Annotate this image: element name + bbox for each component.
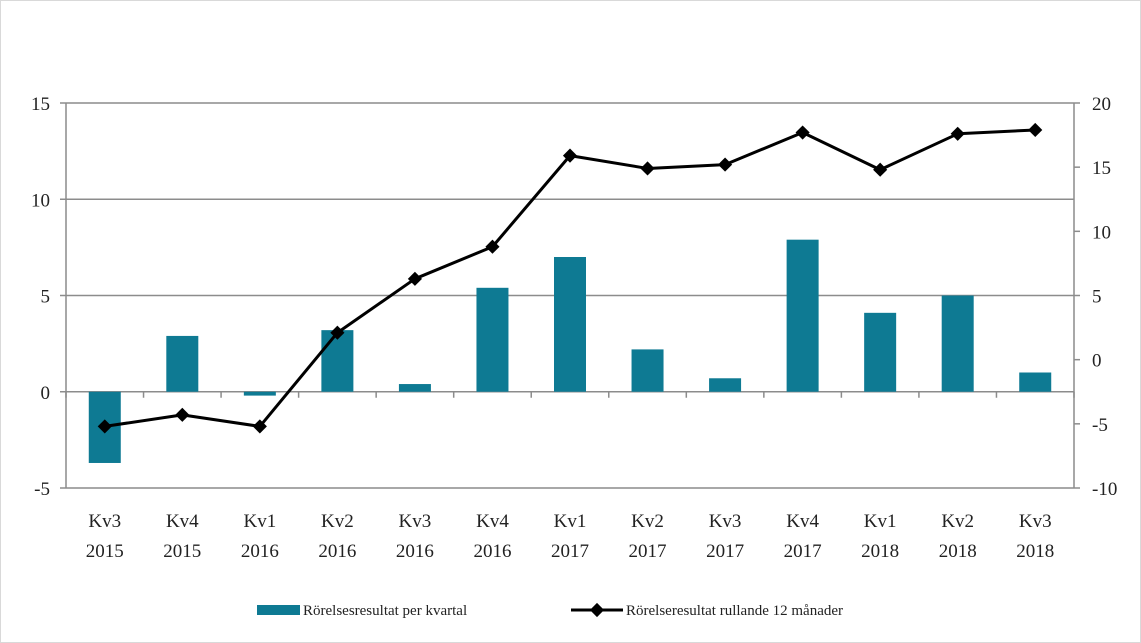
left-tick-label: -5 (34, 479, 50, 500)
bar-series (88, 239, 1052, 463)
bar (1019, 372, 1052, 392)
legend-label-bar: Rörelsesresultat per kvartal (303, 603, 467, 619)
legend-swatch-bar (257, 605, 300, 615)
left-tick-label: 15 (31, 94, 50, 115)
line-marker (175, 407, 190, 422)
line-marker (407, 271, 422, 286)
right-tick-label: 5 (1092, 287, 1102, 308)
x-tick-label: Kv1 2016 (241, 511, 279, 562)
line-marker (252, 419, 267, 434)
x-tick-label: Kv2 2018 (939, 511, 977, 562)
x-axis-ticks: Kv3 2015 Kv4 2015 Kv1 2016 Kv2 2016 Kv3 2016 Kv4 20… (86, 511, 1054, 562)
bar (786, 239, 819, 392)
line-marker (718, 157, 733, 172)
bar (321, 330, 354, 392)
x-tick-label: Kv2 2016 (318, 511, 356, 562)
x-tick-label: Kv3 2017 (706, 511, 744, 562)
right-tick-label: -5 (1092, 415, 1108, 436)
line-marker (485, 239, 500, 254)
bar (631, 349, 664, 392)
bar (166, 335, 199, 392)
line-marker (873, 162, 888, 177)
x-tick-label: Kv3 2018 (1016, 511, 1054, 562)
legend: Rörelsesresultat per kvartal Rörelseresu… (257, 602, 843, 619)
line-marker (950, 126, 965, 141)
x-tick-label: Kv1 2017 (551, 511, 589, 562)
bar (941, 295, 974, 392)
line-marker (97, 419, 112, 434)
x-tick-label: Kv1 2018 (861, 511, 899, 562)
bar (476, 287, 509, 392)
line-marker (640, 161, 655, 176)
x-tick-label: Kv4 2017 (784, 511, 822, 562)
axes (60, 102, 1080, 489)
bar (709, 378, 742, 392)
right-axis-ticks: -10 -5 0 5 10 15 20 (1092, 94, 1117, 500)
line-marker (795, 125, 810, 140)
x-tick-label: Kv4 2015 (163, 511, 201, 562)
bar (864, 312, 897, 392)
legend-swatch-line (571, 602, 623, 618)
left-tick-label: 10 (31, 190, 50, 211)
line-marker (1028, 122, 1043, 138)
x-tick-label: Kv3 2016 (396, 511, 434, 562)
right-tick-label: 20 (1092, 94, 1111, 115)
right-tick-label: 15 (1092, 158, 1111, 179)
line-marker (330, 325, 345, 340)
left-axis-ticks: -5 0 5 10 15 (31, 94, 50, 500)
right-tick-label: 0 (1092, 351, 1102, 372)
right-tick-label: -10 (1092, 479, 1117, 500)
line-marker (562, 148, 578, 163)
left-tick-label: 0 (41, 383, 51, 404)
bar (243, 391, 276, 396)
x-tick-label: Kv3 2015 (86, 511, 124, 562)
x-tick-label: Kv4 2016 (473, 511, 511, 562)
x-tick-label: Kv2 2017 (629, 511, 667, 562)
bar (554, 257, 586, 392)
legend-label-line: Rörelseresultat rullande 12 månader (626, 603, 843, 619)
line-series (97, 122, 1043, 434)
bar (398, 384, 431, 392)
right-tick-label: 10 (1092, 222, 1111, 243)
left-tick-label: 5 (41, 287, 51, 308)
